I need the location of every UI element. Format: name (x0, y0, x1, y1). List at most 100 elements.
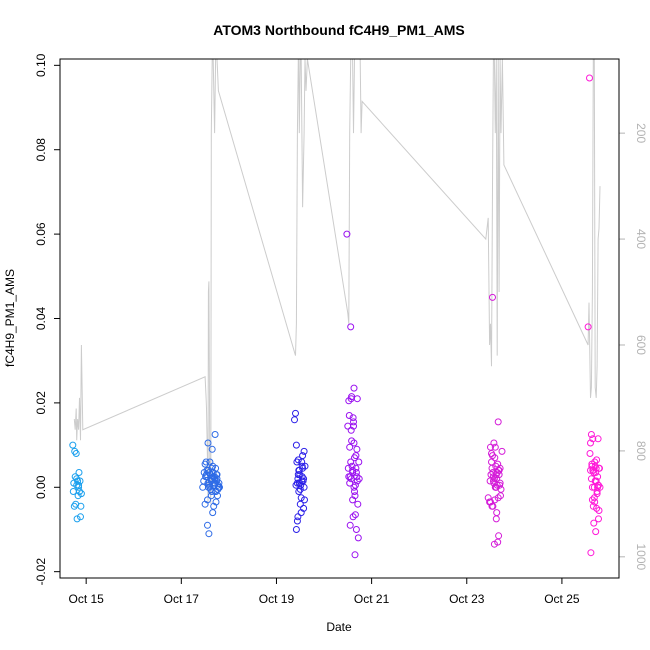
data-point (588, 496, 596, 504)
data-point (75, 483, 83, 491)
data-point (487, 471, 495, 479)
data-point (489, 293, 496, 301)
data-point (300, 483, 308, 491)
data-point (298, 462, 306, 470)
data-point (586, 74, 593, 82)
data-point (354, 500, 362, 508)
data-point (355, 458, 363, 466)
data-point (200, 477, 208, 485)
y-tick-label: -0.02 (34, 558, 48, 586)
data-point (293, 458, 301, 466)
data-point (349, 414, 357, 422)
data-point (492, 471, 500, 479)
data-point (348, 462, 356, 470)
data-point (589, 435, 597, 443)
data-point (69, 441, 77, 449)
data-point (350, 422, 357, 430)
data-point (594, 435, 602, 443)
data-point (73, 515, 81, 523)
data-point (351, 488, 358, 495)
data-point (488, 502, 496, 510)
y-tick-label: 0.06 (34, 222, 48, 246)
right-y-tick-label: 600 (634, 335, 648, 355)
data-point (355, 475, 363, 483)
data-point (489, 452, 496, 460)
right-y-tick-label: 400 (634, 229, 648, 249)
x-tick-label: Oct 19 (259, 592, 295, 606)
data-point (352, 464, 360, 472)
data-point (596, 464, 603, 472)
data-point (353, 445, 361, 453)
data-point (587, 475, 595, 483)
data-point (294, 513, 302, 521)
data-point (211, 473, 219, 481)
data-point (593, 504, 601, 512)
data-point (347, 426, 355, 434)
data-point (77, 502, 85, 510)
data-point (590, 494, 598, 502)
plot-frame (59, 58, 620, 579)
data-point (210, 502, 218, 510)
data-point (208, 464, 216, 472)
data-point (343, 230, 351, 238)
data-point (207, 492, 215, 500)
data-point (73, 475, 81, 483)
y-axis-label: fC4H9_PM1_AMS (3, 269, 17, 367)
data-point (491, 483, 499, 491)
data-point (293, 479, 301, 487)
data-point (584, 323, 592, 331)
data-point (587, 466, 594, 474)
y-tick-label: 0.00 (34, 475, 48, 499)
data-point (347, 475, 355, 483)
x-tick-label: Oct 25 (544, 592, 580, 606)
data-point (294, 471, 302, 479)
data-point (587, 439, 594, 447)
data-point (349, 513, 357, 521)
y-tick-label: 0.10 (34, 53, 48, 77)
data-point (590, 519, 598, 527)
data-point (593, 456, 601, 464)
right-y-tick-label: 800 (634, 441, 648, 461)
x-tick-label: Oct 15 (68, 592, 104, 606)
right-y-tick-label: 200 (634, 123, 648, 143)
data-point (494, 418, 502, 426)
x-tick-label: Oct 17 (164, 592, 200, 606)
data-point (292, 441, 300, 449)
data-point (345, 412, 353, 419)
data-point (346, 521, 354, 529)
data-point (69, 488, 77, 495)
y-tick-label: 0.08 (34, 138, 48, 162)
data-point (204, 439, 212, 447)
data-point (350, 418, 357, 426)
data-point (591, 477, 599, 485)
data-point (353, 477, 361, 485)
data-point (301, 496, 308, 504)
data-point (291, 416, 298, 424)
x-tick-label: Oct 23 (449, 592, 485, 606)
data-point (491, 443, 499, 451)
data-point (352, 469, 360, 476)
data-point (215, 483, 223, 491)
data-point (204, 521, 211, 529)
data-point (488, 458, 495, 466)
data-point (347, 323, 355, 331)
data-point (490, 475, 498, 483)
data-point (204, 479, 212, 487)
data-point (350, 483, 358, 491)
data-point (351, 511, 359, 519)
data-point (486, 477, 494, 485)
x-axis-label: Date (326, 620, 352, 634)
data-point (592, 528, 600, 536)
data-point (204, 496, 211, 504)
data-point (208, 445, 216, 453)
data-point (595, 515, 602, 523)
data-point (346, 479, 354, 487)
data-point (202, 458, 210, 466)
data-point (591, 498, 599, 506)
data-point (72, 450, 80, 457)
data-point (496, 481, 504, 489)
data-point (484, 494, 492, 502)
chart-title: ATOM3 Northbound fC4H9_PM1_AMS (213, 22, 465, 38)
data-point (347, 458, 355, 466)
